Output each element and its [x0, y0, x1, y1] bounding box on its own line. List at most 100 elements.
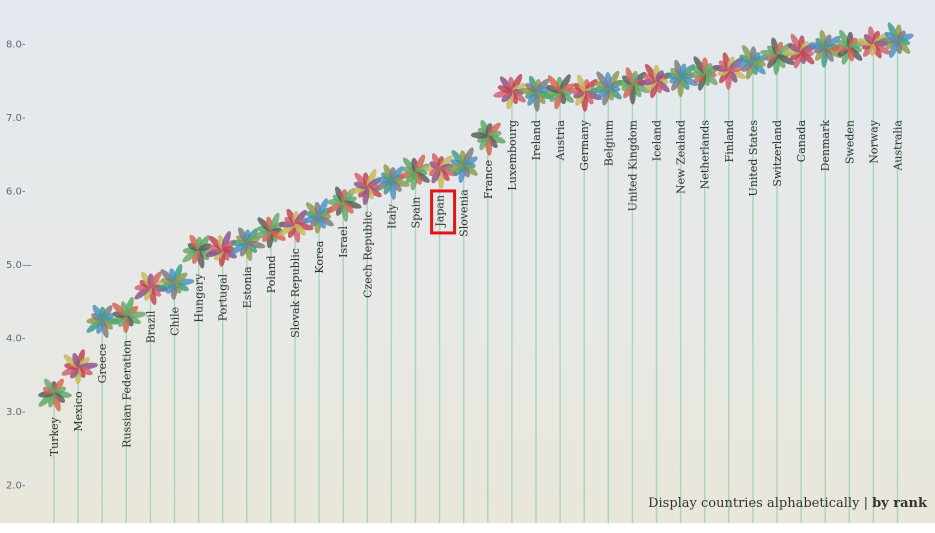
country-labels: Turkey Mexico Greece Russian Federation Braz… — [48, 119, 905, 456]
country-label: New Zealand — [675, 120, 688, 194]
flower-ireland[interactable] — [519, 75, 555, 112]
flower-finland[interactable] — [712, 52, 748, 90]
petal — [800, 50, 815, 65]
petal — [270, 230, 286, 241]
country-label: Netherlands — [699, 120, 712, 190]
flower-switzerland[interactable] — [760, 37, 797, 76]
petal — [728, 65, 744, 73]
country-label: Estonia — [241, 266, 254, 308]
petal — [318, 198, 329, 217]
petal — [650, 80, 658, 99]
flower-sweden[interactable] — [830, 29, 866, 66]
petal — [173, 263, 183, 283]
petal — [294, 223, 306, 236]
country-label: Czech Republic — [361, 211, 374, 298]
flower-mexico[interactable] — [60, 348, 98, 385]
petal — [739, 54, 754, 64]
flower-canada[interactable] — [782, 32, 818, 69]
flower-australia[interactable] — [878, 21, 914, 59]
flower-france[interactable] — [470, 119, 507, 156]
sort-by-rank-link[interactable]: by rank — [872, 496, 927, 511]
sort-controls: Display countries alphabetically | by ra… — [648, 496, 927, 511]
flower-slovenia[interactable] — [444, 146, 479, 184]
country-label: Italy — [385, 203, 398, 229]
petal — [99, 306, 106, 320]
flower-united-kingdom[interactable] — [615, 66, 651, 105]
petal — [869, 43, 877, 56]
country-label: France — [482, 160, 495, 199]
country-label: Australia — [892, 120, 905, 172]
flower-iceland[interactable] — [637, 62, 672, 99]
petal — [246, 240, 266, 249]
petal — [439, 167, 458, 177]
flower-belgium[interactable] — [589, 69, 624, 106]
petal — [602, 88, 610, 106]
petal — [889, 40, 899, 58]
petal — [72, 352, 80, 368]
country-label: Slovak Republic — [289, 248, 302, 338]
flower-spain[interactable] — [397, 153, 431, 191]
petal — [577, 74, 586, 92]
petal — [497, 85, 512, 94]
flower-norway[interactable] — [856, 26, 892, 60]
country-label: Russian Federation — [120, 340, 133, 448]
country-label: Poland — [265, 255, 278, 293]
country-label: Greece — [96, 344, 109, 384]
country-label: Slovenia — [458, 189, 471, 237]
petal — [632, 83, 650, 93]
petal — [362, 187, 370, 206]
flower-portugal[interactable] — [205, 230, 239, 267]
country-label: Norway — [867, 119, 880, 163]
petal — [752, 60, 766, 67]
country-label: Belgium — [602, 119, 615, 166]
petal — [793, 51, 803, 69]
country-label: Switzerland — [771, 120, 784, 187]
flower-chile[interactable] — [157, 263, 195, 300]
y-tick-label: 8.0- — [6, 40, 26, 51]
sort-alphabetically-link[interactable]: Display countries alphabetically — [648, 496, 860, 511]
petal — [391, 178, 410, 187]
y-tick-label: 5.0— — [6, 260, 32, 271]
flower-hungary[interactable] — [181, 233, 217, 269]
petal — [847, 47, 855, 62]
petal — [269, 212, 280, 232]
petal — [287, 223, 297, 239]
petal — [383, 179, 393, 195]
flower-netherlands[interactable] — [685, 55, 721, 92]
country-label: Luxembourg — [506, 120, 519, 191]
stems — [53, 40, 899, 523]
flower-luxembourg[interactable] — [493, 73, 528, 110]
petal — [511, 74, 523, 92]
country-label: United Kingdom — [626, 119, 639, 211]
country-label: Japan — [434, 195, 447, 228]
country-label: Austria — [554, 120, 567, 162]
flower-slovak-republic[interactable] — [277, 207, 314, 243]
petal — [824, 47, 834, 62]
country-label: Brazil — [144, 310, 157, 343]
petal — [873, 43, 891, 55]
petal — [125, 296, 134, 317]
petal — [630, 70, 638, 85]
flower-united-states[interactable] — [734, 44, 770, 81]
y-tick-label: 3.0- — [6, 407, 26, 418]
flower-germany[interactable] — [567, 74, 603, 112]
flower-turkey[interactable] — [37, 377, 72, 412]
petal — [144, 286, 152, 301]
country-label: Spain — [410, 197, 423, 229]
country-label: Iceland — [651, 120, 664, 161]
petal — [44, 378, 55, 394]
petal — [174, 272, 188, 284]
petal — [525, 83, 537, 93]
country-label: Korea — [313, 240, 326, 273]
petal — [594, 81, 609, 90]
flower-czech-republic[interactable] — [349, 168, 383, 206]
country-label: Ireland — [530, 120, 543, 160]
petal — [198, 243, 212, 252]
flower-russian-federation[interactable] — [108, 296, 147, 333]
flower-brazil[interactable] — [133, 270, 169, 306]
y-axis: 2.0- 3.0- 4.0- 5.0— 6.0- 7.0- 8.0- — [6, 40, 32, 492]
flower-poland[interactable] — [253, 212, 287, 249]
petal — [546, 84, 561, 94]
country-label: Sweden — [843, 120, 856, 164]
